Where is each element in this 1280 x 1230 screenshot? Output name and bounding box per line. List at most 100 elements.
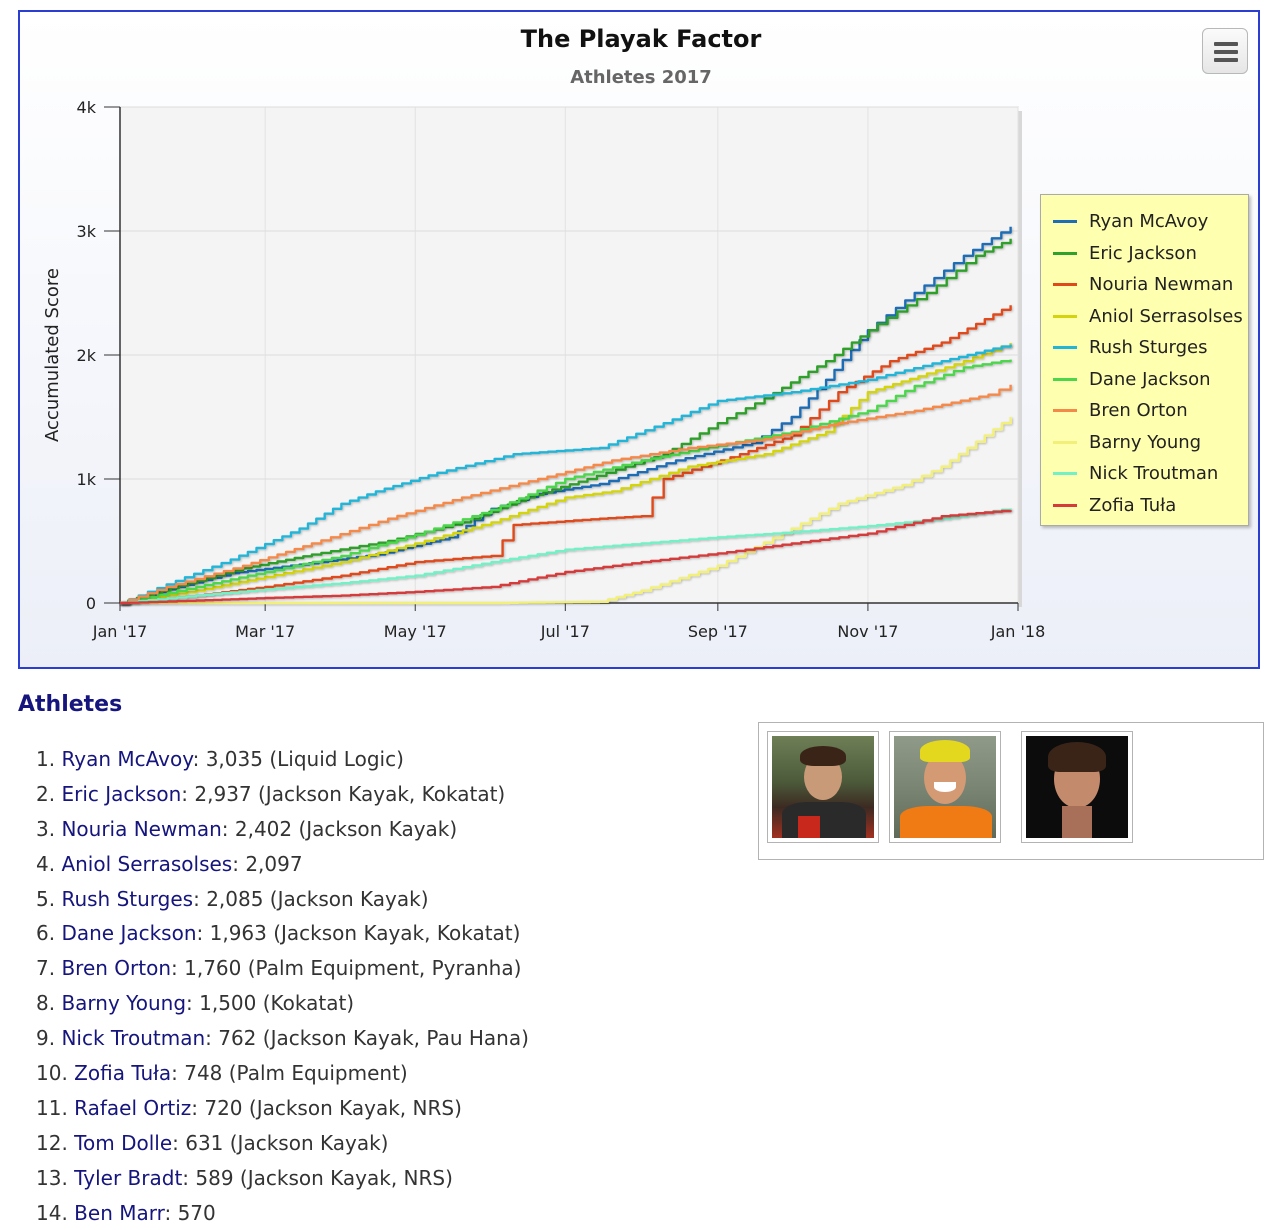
legend-item-7[interactable]: Bren Orton xyxy=(1041,395,1248,427)
legend-label: Aniol Serrasolses xyxy=(1089,305,1243,327)
athlete-rank: 13. xyxy=(36,1165,75,1190)
series-line-4[interactable] xyxy=(120,343,1012,605)
athlete-photo-2[interactable] xyxy=(889,731,1001,843)
legend-label: Barny Young xyxy=(1089,431,1202,453)
x-tick-label: Jan '17 xyxy=(92,622,148,641)
chart-container: The Playak Factor Athletes 2017 Jan '17 M… xyxy=(18,10,1260,669)
list-item: 7. Bren Orton: 1,760 (Palm Equipment, Py… xyxy=(36,951,529,986)
legend-item-2[interactable]: Eric Jackson xyxy=(1041,238,1248,270)
athlete-name-link[interactable]: Ryan McAvoy xyxy=(61,747,193,771)
athlete-detail: : 2,402 (Jackson Kayak) xyxy=(221,816,458,841)
legend-swatch xyxy=(1053,314,1077,318)
legend-label: Eric Jackson xyxy=(1089,242,1197,264)
chart-legend: Ryan McAvoy Eric Jackson Nouria Newman Anio… xyxy=(1040,194,1249,526)
athlete-detail: : 1,760 (Palm Equipment, Pyranha) xyxy=(171,956,522,981)
chart-title: The Playak Factor xyxy=(521,25,762,53)
y-tick-label: 2k xyxy=(77,346,97,365)
series-line-10[interactable] xyxy=(120,509,1012,605)
x-tick-label: Sep '17 xyxy=(688,622,748,641)
series-line-6[interactable] xyxy=(120,359,1012,605)
x-tick-label: Mar '17 xyxy=(235,622,295,641)
list-item: 11. Rafael Ortiz: 720 (Jackson Kayak, NR… xyxy=(36,1091,529,1126)
series-line-3[interactable] xyxy=(120,305,1012,605)
x-tick-label: Jan '18 xyxy=(990,622,1046,641)
legend-swatch xyxy=(1053,472,1077,476)
hamburger-menu-icon-bar xyxy=(1214,58,1238,62)
legend-item-5[interactable]: Rush Sturges xyxy=(1041,332,1248,364)
series-line-9[interactable] xyxy=(120,508,1012,605)
legend-swatch xyxy=(1053,346,1077,350)
series-line-7[interactable] xyxy=(120,384,1012,605)
athlete-name-link[interactable]: Bren Orton xyxy=(61,956,172,981)
y-axis-label: Accumulated Score xyxy=(42,268,63,442)
athlete-detail: : 2,937 (Jackson Kayak, Kokatat) xyxy=(181,781,506,806)
plot-area-shadow xyxy=(1018,111,1022,607)
athlete-rank: 11. xyxy=(36,1095,75,1120)
athlete-name-link[interactable]: Barny Young xyxy=(61,991,187,1016)
legend-swatch xyxy=(1053,409,1077,413)
athlete-name-link[interactable]: Tom Dolle xyxy=(74,1130,173,1155)
athlete-detail: : 3,035 (Liquid Logic) xyxy=(192,747,404,771)
athlete-name-link[interactable]: Tyler Bradt xyxy=(74,1165,183,1190)
athlete-detail: : 2,097 xyxy=(232,851,303,876)
legend-label: Dane Jackson xyxy=(1089,368,1211,390)
list-item: 2. Eric Jackson: 2,937 (Jackson Kayak, K… xyxy=(36,777,529,812)
y-tick-label: 0 xyxy=(86,594,96,613)
series-line-8[interactable] xyxy=(120,417,1012,605)
hamburger-menu-icon-bar xyxy=(1214,50,1238,54)
athlete-name-link[interactable]: Dane Jackson xyxy=(61,921,197,946)
athlete-rank: 4. xyxy=(36,851,62,876)
legend-swatch xyxy=(1053,251,1077,255)
hamburger-menu-icon xyxy=(1214,42,1238,46)
athlete-detail: : 720 (Jackson Kayak, NRS) xyxy=(191,1095,462,1120)
x-tick-label: May '17 xyxy=(384,622,447,641)
athlete-detail: : 1,500 (Kokatat) xyxy=(186,991,355,1016)
athlete-name-link[interactable]: Aniol Serrasolses xyxy=(61,851,233,876)
athlete-name-link[interactable]: Rafael Ortiz xyxy=(74,1095,192,1120)
legend-item-9[interactable]: Nick Troutman xyxy=(1041,458,1248,490)
legend-swatch xyxy=(1053,440,1077,444)
x-tick-label: Nov '17 xyxy=(837,622,898,641)
athlete-name-link[interactable]: Zofia Tuła xyxy=(74,1061,172,1086)
athlete-detail: : 748 (Palm Equipment) xyxy=(171,1061,408,1086)
legend-label: Nick Troutman xyxy=(1089,463,1219,485)
y-tick-label: 4k xyxy=(77,98,97,117)
legend-swatch xyxy=(1053,220,1077,224)
legend-item-8[interactable]: Barny Young xyxy=(1041,427,1248,459)
x-tick-label: Jul '17 xyxy=(540,622,590,641)
athlete-rank: 8. xyxy=(36,991,62,1016)
athlete-detail: : 570 xyxy=(164,1200,216,1225)
list-item: 5. Rush Sturges: 2,085 (Jackson Kayak) xyxy=(36,882,529,917)
athlete-name-link[interactable]: Rush Sturges xyxy=(61,886,194,911)
chart-menu-button[interactable] xyxy=(1202,28,1248,74)
athlete-name-link[interactable]: Eric Jackson xyxy=(61,781,182,806)
athlete-name-link[interactable]: Nick Troutman xyxy=(61,1026,206,1051)
legend-swatch xyxy=(1053,503,1077,507)
series-line-2[interactable] xyxy=(120,238,1012,605)
list-item: 3. Nouria Newman: 2,402 (Jackson Kayak) xyxy=(36,812,529,847)
athlete-name-link[interactable]: Nouria Newman xyxy=(61,816,222,841)
list-item: 13. Tyler Bradt: 589 (Jackson Kayak, NRS… xyxy=(36,1161,529,1196)
series-line-5[interactable] xyxy=(120,344,1012,605)
athlete-rank: 2. xyxy=(36,781,62,806)
list-item: 6. Dane Jackson: 1,963 (Jackson Kayak, K… xyxy=(36,916,529,951)
athlete-photo-3[interactable] xyxy=(1021,731,1133,843)
legend-label: Nouria Newman xyxy=(1089,274,1234,296)
athlete-photo-1[interactable] xyxy=(767,731,879,843)
athlete-rank: 6. xyxy=(36,921,62,946)
legend-item-4[interactable]: Aniol Serrasolses xyxy=(1041,301,1248,333)
list-item: 8. Barny Young: 1,500 (Kokatat) xyxy=(36,986,529,1021)
legend-item-3[interactable]: Nouria Newman xyxy=(1041,269,1248,301)
series-group xyxy=(120,226,1012,605)
athlete-list: 1. Ryan McAvoy: 3,035 (Liquid Logic) 2. E… xyxy=(36,742,529,1230)
legend-item-10[interactable]: Zofia Tuła xyxy=(1041,490,1248,522)
athlete-detail: : 1,963 (Jackson Kayak, Kokatat) xyxy=(196,921,521,946)
legend-label: Zofia Tuła xyxy=(1089,494,1177,516)
legend-item-6[interactable]: Dane Jackson xyxy=(1041,364,1248,396)
legend-label: Bren Orton xyxy=(1089,400,1188,422)
legend-label: Rush Sturges xyxy=(1089,337,1208,359)
athlete-name-link[interactable]: Ben Marr xyxy=(74,1200,165,1225)
legend-item-1[interactable]: Ryan McAvoy xyxy=(1041,206,1248,238)
athlete-rank: 10. xyxy=(36,1061,75,1086)
y-tick-label: 3k xyxy=(77,222,97,241)
